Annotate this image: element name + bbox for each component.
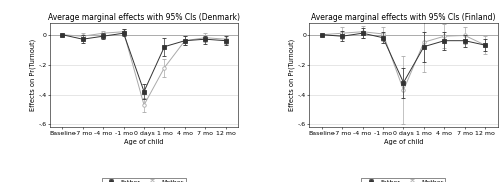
X-axis label: Age of child: Age of child (384, 139, 423, 145)
Title: Average marginal effects with 95% CIs (Finland): Average marginal effects with 95% CIs (F… (311, 13, 496, 22)
Y-axis label: Effects on Pr(Turnout): Effects on Pr(Turnout) (29, 39, 35, 111)
X-axis label: Age of child: Age of child (124, 139, 164, 145)
Y-axis label: Effects on Pr(Turnout): Effects on Pr(Turnout) (288, 39, 295, 111)
Legend: Father, Mother: Father, Mother (102, 178, 186, 182)
Title: Average marginal effects with 95% CIs (Denmark): Average marginal effects with 95% CIs (D… (48, 13, 240, 22)
Legend: Father, Mother: Father, Mother (362, 178, 446, 182)
